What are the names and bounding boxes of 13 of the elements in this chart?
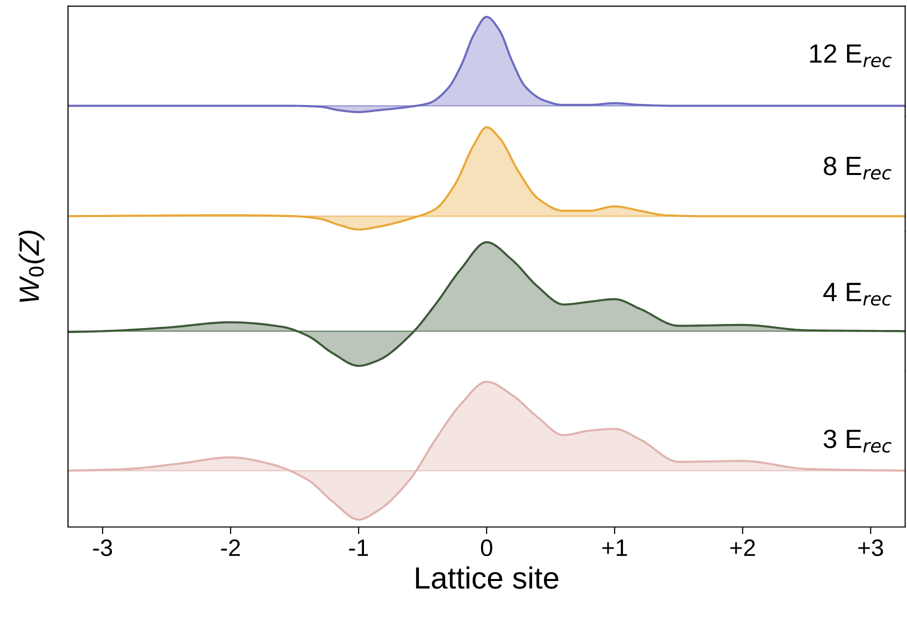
annotation: 3 E$_{rec}$ <box>824 430 892 453</box>
y-axis-title: W$_{0}$(Z) <box>18 230 45 302</box>
x-axis-title: Lattice site <box>416 566 558 589</box>
x-tick-label: -1 <box>349 540 368 556</box>
annotation: 12 E$_{rec}$ <box>810 44 892 68</box>
x-tick-label: +2 <box>730 539 755 556</box>
x-tick-label: +1 <box>602 540 627 556</box>
x-tick-label: +3 <box>858 539 884 556</box>
x-tick-label: -3 <box>93 539 112 556</box>
x-tick-label: 0 <box>480 539 492 556</box>
annotation: 4 E$_{rec}$ <box>823 282 892 306</box>
x-tick-label: -2 <box>221 539 240 556</box>
annotation: 8 E$_{rec}$ <box>824 156 892 180</box>
